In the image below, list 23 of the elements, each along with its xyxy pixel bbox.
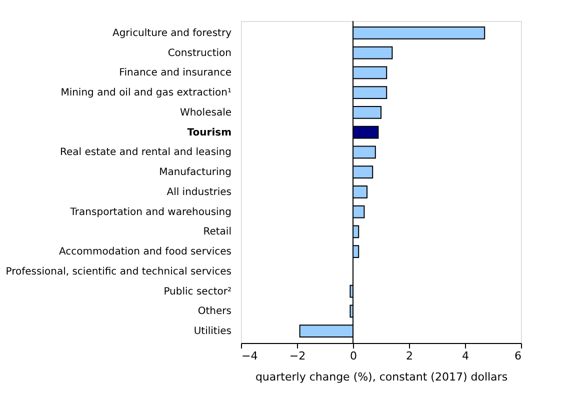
x-tick-label: 2 [406, 350, 413, 362]
y-tick-label: Public sector² [164, 286, 232, 298]
y-tick-label: Transportation and warehousing [69, 206, 232, 218]
x-tick-label: 4 [462, 350, 469, 362]
y-tick-label: Agriculture and forestry [112, 28, 232, 39]
y-tick-label: Manufacturing [159, 167, 232, 178]
x-tick-label: −4 [242, 350, 258, 362]
y-tick-label: Wholesale [180, 107, 232, 118]
y-tick-label: Real estate and rental and leasing [60, 147, 232, 158]
y-tick-label: Accommodation and food services [59, 246, 232, 258]
y-tick-label: Professional, scientific and technical services [6, 266, 232, 278]
x-tick-label: −2 [289, 350, 306, 362]
y-tick-label: Mining and oil and gas extraction¹ [60, 88, 232, 99]
x-tick-label: 0 [350, 350, 357, 362]
y-tick-label: All industries [166, 186, 232, 198]
x-tick-label: 6 [514, 350, 522, 362]
y-tick-label: Others [198, 306, 232, 318]
y-tick-label: Retail [203, 226, 232, 238]
x-axis-title: quarterly change (%), constant (2017) dollars [255, 370, 508, 384]
y-tick-label: Utilities [194, 326, 232, 338]
y-tick-label: Construction [168, 48, 232, 59]
y-tick-label: Tourism [187, 127, 232, 138]
y-tick-label: Finance and insurance [119, 68, 232, 79]
